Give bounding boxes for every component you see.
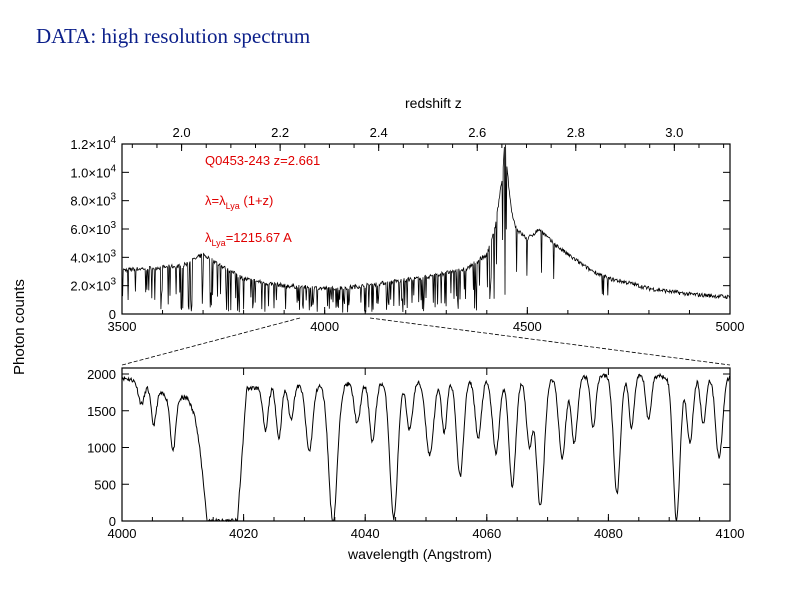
bottom-x-tick-label: 4100 xyxy=(716,526,745,541)
top-z-tick-label: 2.6 xyxy=(468,125,486,140)
top-z-tick-label: 2.2 xyxy=(271,125,289,140)
top-y-ticks: 0 2.0×103 4.0×103 6.0×103 8.0×103 1.0×104 1.2×… xyxy=(70,135,730,322)
top-z-tick-label: 2.4 xyxy=(370,125,388,140)
object-annotation: Q0453-243 z=2.661 xyxy=(205,153,320,168)
bottom-series xyxy=(121,372,731,523)
rest-rhs: =1215.67 A xyxy=(226,230,292,245)
bottom-y-tick-label: 1500 xyxy=(87,404,116,419)
rest-wavelength-annotation: λLya=1215.67 A xyxy=(205,230,292,248)
rest-lhs: λ xyxy=(205,230,212,245)
bottom-y-tick-label: 2000 xyxy=(87,367,116,382)
top-axis-label: redshift z xyxy=(405,95,462,111)
bottom-x-tick-label: 4080 xyxy=(594,526,623,541)
top-y-tick-label: 6.0×103 xyxy=(70,220,116,237)
bottom-x-tick-label: 4000 xyxy=(108,526,137,541)
formula-annotation: λ=λLya (1+z) xyxy=(205,193,273,211)
formula-rhs: (1+z) xyxy=(240,193,274,208)
top-z-tick-label: 3.0 xyxy=(665,125,683,140)
top-x-tick-label: 5000 xyxy=(716,319,745,334)
top-x-ticks: 3500 4000 4500 5000 xyxy=(108,307,745,334)
bottom-y-tick-label: 0 xyxy=(109,514,116,529)
bottom-plot-frame xyxy=(121,367,731,522)
rest-sub: Lya xyxy=(212,238,226,248)
top-y-tick-label: 1.0×104 xyxy=(70,163,116,180)
top-y-tick-label: 2.0×103 xyxy=(70,277,116,294)
top-spectrum-line xyxy=(121,144,731,313)
x-axis-label: wavelength (Angstrom) xyxy=(347,546,492,562)
top-y-tick-label: 1.2×104 xyxy=(70,135,116,152)
bottom-x-ticks: 4000 4020 4040 4060 4080 4100 xyxy=(108,368,745,541)
bottom-x-tick-label: 4060 xyxy=(472,526,501,541)
bottom-y-ticks: 0 500 1000 1500 2000 xyxy=(87,367,730,529)
top-z-ticks: 2.0 2.2 2.4 2.6 2.8 3.0 xyxy=(131,125,725,151)
top-panel: redshift z 0 2.0×103 4.0×103 6.0×103 8.0×103… xyxy=(11,95,744,375)
top-x-tick-label: 4500 xyxy=(513,319,542,334)
formula-sub: Lya xyxy=(226,201,240,211)
bottom-spectrum-line xyxy=(121,372,731,523)
bottom-x-tick-label: 4020 xyxy=(229,526,258,541)
slide-title: DATA: high resolution spectrum xyxy=(36,24,311,48)
top-series xyxy=(121,144,731,313)
bottom-x-tick-label: 4040 xyxy=(351,526,380,541)
top-y-tick-label: 4.0×103 xyxy=(70,248,116,265)
formula-lhs: λ=λ xyxy=(205,193,226,208)
zoom-line-right xyxy=(369,317,731,366)
bottom-y-tick-label: 500 xyxy=(94,477,116,492)
top-z-tick-label: 2.8 xyxy=(567,125,585,140)
top-y-tick-label: 8.0×103 xyxy=(70,192,116,209)
bottom-y-tick-label: 1000 xyxy=(87,441,116,456)
y-axis-label: Photon counts xyxy=(11,279,28,375)
zoom-line-left xyxy=(121,317,301,366)
top-z-tick-label: 2.0 xyxy=(173,125,191,140)
top-y-tick-label: 0 xyxy=(109,307,116,322)
top-x-tick-label: 3500 xyxy=(108,319,137,334)
top-x-tick-label: 4000 xyxy=(310,319,339,334)
bottom-panel: 0 500 1000 1500 2000 4000 4020 4040 4060 4080 410… xyxy=(87,367,744,562)
